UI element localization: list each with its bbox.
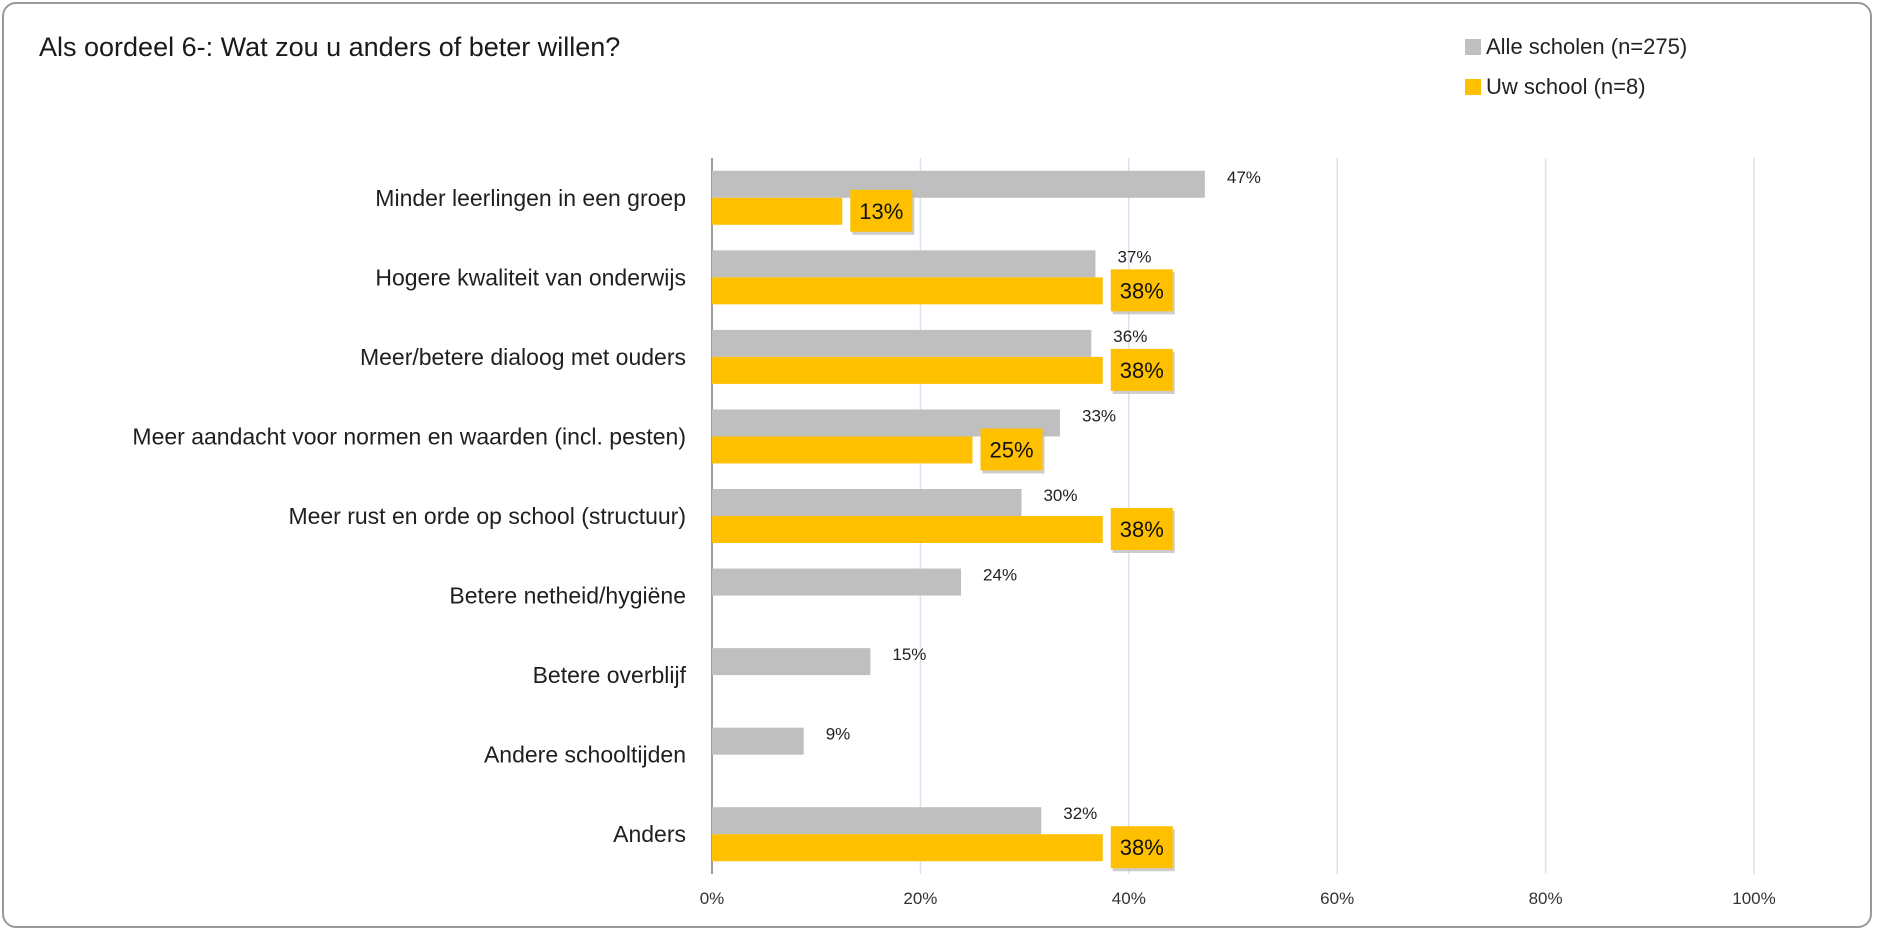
category-label: Meer aandacht voor normen en waarden (in…	[132, 423, 686, 449]
bar-uw-school	[712, 516, 1103, 543]
x-tick-label: 100%	[1732, 889, 1775, 908]
category-label: Minder leerlingen in een groep	[375, 185, 686, 211]
x-tick-label: 20%	[903, 889, 937, 908]
bar-alle-scholen	[712, 250, 1096, 278]
category-label: Hogere kwaliteit van onderwijs	[375, 264, 686, 290]
data-label-box-uw-school	[1110, 269, 1173, 312]
legend-item-alle-scholen: Alle scholen (n=275)	[1465, 34, 1687, 60]
data-label-alle-scholen: 24%	[983, 566, 1017, 585]
data-label-uw-school: 38%	[1120, 278, 1164, 303]
x-tick-label: 80%	[1529, 889, 1563, 908]
chart-title: Als oordeel 6-: Wat zou u anders of bete…	[39, 32, 621, 62]
data-label-box-uw-school	[1110, 348, 1173, 391]
bar-alle-scholen	[712, 648, 871, 676]
data-label-alle-scholen: 30%	[1043, 486, 1077, 505]
category-label: Anders	[613, 821, 686, 847]
category-label: Meer rust en orde op school (structuur)	[288, 503, 686, 529]
data-label-uw-school: 25%	[989, 437, 1033, 462]
data-label-alle-scholen: 33%	[1082, 406, 1116, 425]
data-label-alle-scholen: 36%	[1113, 327, 1147, 346]
data-label-uw-school: 38%	[1120, 358, 1164, 383]
legend-swatch-uw-school	[1465, 79, 1481, 95]
bar-alle-scholen	[712, 568, 962, 596]
legend-label-uw-school: Uw school (n=8)	[1486, 74, 1646, 99]
bar-uw-school	[712, 277, 1103, 305]
bar-alle-scholen	[712, 807, 1042, 835]
bar-uw-school	[712, 197, 843, 225]
data-label-uw-school: 38%	[1120, 517, 1164, 542]
data-label-alle-scholen: 47%	[1227, 168, 1261, 187]
data-label-alle-scholen: 15%	[892, 645, 926, 664]
x-tick-label: 0%	[700, 889, 725, 908]
data-label-alle-scholen: 37%	[1117, 247, 1151, 266]
data-label-box-uw-school	[1110, 826, 1173, 869]
bar-uw-school	[712, 436, 973, 464]
data-label-box-uw-school	[980, 428, 1043, 471]
data-label-alle-scholen: 32%	[1063, 804, 1097, 823]
legend-label-alle-scholen: Alle scholen (n=275)	[1486, 34, 1688, 59]
bar-alle-scholen	[712, 727, 804, 755]
x-tick-label: 40%	[1112, 889, 1146, 908]
bar-alle-scholen	[712, 170, 1205, 198]
bar-uw-school	[712, 834, 1103, 862]
category-label: Betere overblijf	[533, 662, 687, 688]
data-label-alle-scholen: 9%	[826, 725, 851, 744]
data-label-box-uw-school	[850, 189, 913, 232]
legend-swatch-alle-scholen	[1465, 39, 1481, 55]
x-tick-label: 60%	[1320, 889, 1354, 908]
bar-uw-school	[712, 356, 1103, 384]
bar-alle-scholen	[712, 329, 1092, 357]
legend-item-uw-school: Uw school (n=8)	[1465, 74, 1646, 100]
category-label: Betere netheid/hygiëne	[449, 583, 686, 609]
category-label: Meer/betere dialoog met ouders	[360, 344, 686, 370]
bar-alle-scholen	[712, 489, 1022, 516]
data-label-uw-school: 38%	[1120, 835, 1164, 860]
data-label-uw-school: 13%	[859, 199, 903, 224]
category-label: Andere schooltijden	[484, 742, 686, 768]
data-label-box-uw-school	[1110, 508, 1173, 550]
